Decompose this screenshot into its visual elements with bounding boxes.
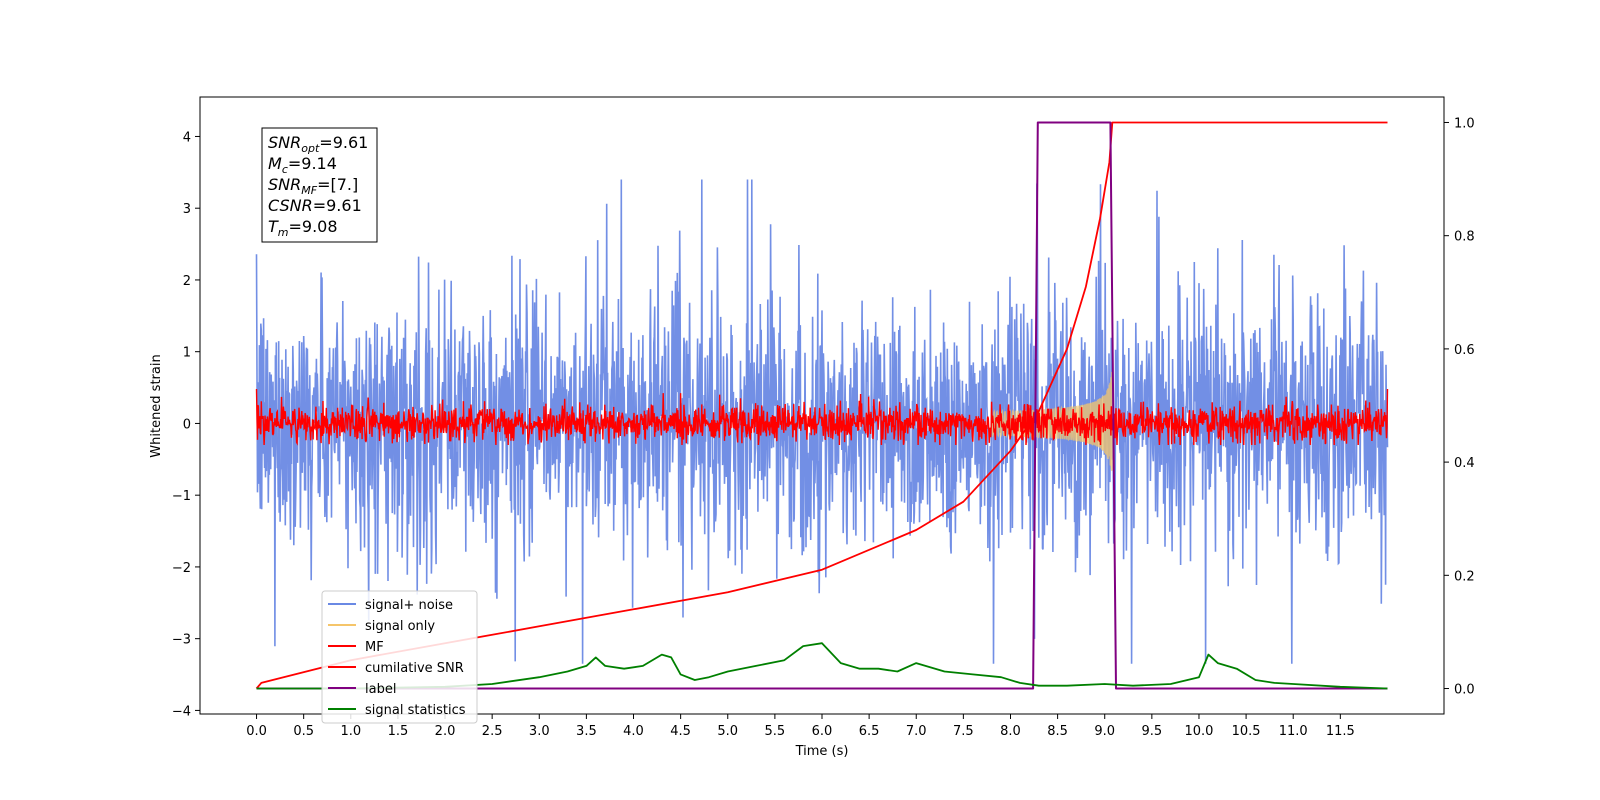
x-tick-label: 7.0 (906, 724, 927, 739)
x-tick-label: 9.5 (1142, 724, 1163, 739)
x-axis: 0.0 0.5 1.0 1.5 2.0 2.5 3.0 3.5 4.0 4.5 5.0 5.5 6.0 6… (246, 714, 1355, 739)
series-signal-statistics-line (256, 642, 1388, 690)
legend-entry-label: cumilative SNR (365, 661, 464, 676)
x-tick-label: 5.0 (717, 724, 738, 739)
x-tick-label: 10.0 (1184, 724, 1213, 739)
x-tick-label: 0.0 (246, 724, 267, 739)
y-axis-left: −4 −3 −2 −1 0 1 2 3 4 (172, 130, 200, 719)
y-tick-label: −1 (172, 489, 191, 504)
x-tick-label: 9.0 (1094, 724, 1115, 739)
y2-tick-label: 0.2 (1454, 569, 1475, 584)
y-tick-label: 4 (183, 130, 191, 145)
annotation-frame (261, 127, 378, 243)
x-tick-label: 6.0 (812, 724, 833, 739)
legend-entry-label: MF (365, 640, 384, 655)
y-tick-label: −3 (172, 633, 191, 648)
x-tick-label: 2.5 (482, 724, 503, 739)
annotation-line: Tm=9.08 (268, 217, 338, 239)
legend-entry-label: signal statistics (365, 703, 466, 718)
y2-tick-label: 1.0 (1454, 116, 1475, 131)
y-tick-label: 2 (183, 274, 191, 289)
annotation-line: SNRopt=9.61 (268, 133, 368, 155)
x-tick-label: 7.5 (953, 724, 974, 739)
y-tick-label: 0 (183, 417, 191, 432)
x-tick-label: 1.5 (388, 724, 409, 739)
y-tick-label: −4 (172, 704, 191, 719)
series-label-line (256, 121, 1388, 690)
y-axis-right: 0.0 0.2 0.4 0.6 0.8 1.0 (1444, 116, 1475, 698)
annotation-line: CSNR=9.61 (268, 196, 362, 215)
x-tick-label: 11.0 (1279, 724, 1308, 739)
x-tick-label: 11.5 (1326, 724, 1355, 739)
y-tick-label: −2 (172, 561, 191, 576)
y-tick-label: 1 (183, 346, 191, 361)
x-tick-label: 6.5 (859, 724, 880, 739)
x-tick-label: 4.0 (623, 724, 644, 739)
legend-entry-label: label (365, 682, 396, 697)
y2-tick-label: 0.0 (1454, 683, 1475, 698)
x-tick-label: 3.5 (576, 724, 597, 739)
x-tick-label: 10.5 (1232, 724, 1261, 739)
y2-tick-label: 0.4 (1454, 456, 1475, 471)
y2-tick-label: 0.6 (1454, 343, 1475, 358)
series-signal-noise-line (255, 179, 1389, 664)
y2-tick-label: 0.8 (1454, 230, 1475, 245)
x-tick-label: 2.0 (435, 724, 456, 739)
x-tick-label: 3.0 (529, 724, 550, 739)
x-tick-label: 0.5 (293, 724, 314, 739)
y-axis-label: Whitened strain (149, 354, 164, 457)
annotation-line: Mc=9.14 (268, 154, 337, 176)
legend-entry-label: signal only (365, 619, 435, 634)
x-tick-label: 5.5 (765, 724, 786, 739)
series-mf-line (255, 388, 1389, 446)
x-tick-label: 8.5 (1047, 724, 1068, 739)
legend-entry-label: signal+ noise (365, 598, 453, 613)
series-signal-only-line (990, 371, 1113, 471)
x-tick-label: 4.5 (670, 724, 691, 739)
y-tick-label: 3 (183, 202, 191, 217)
x-tick-label: 8.0 (1000, 724, 1021, 739)
x-tick-label: 1.0 (340, 724, 361, 739)
legend-frame (321, 590, 478, 724)
annotation-line: SNRMF=[7.] (268, 175, 358, 197)
legend: signal+ noise signal only MF cumilative SNR… (321, 590, 478, 724)
x-axis-label: Time (s) (795, 744, 849, 759)
